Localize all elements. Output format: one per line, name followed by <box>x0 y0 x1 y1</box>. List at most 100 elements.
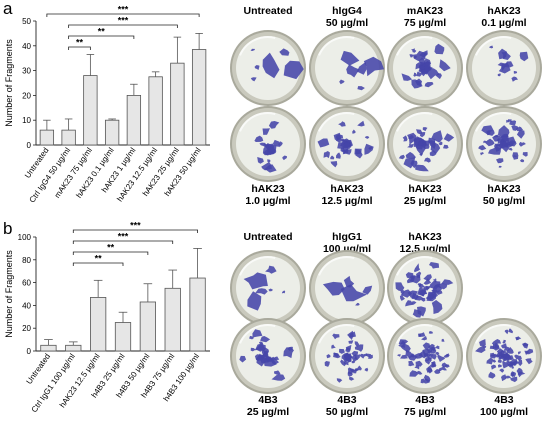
cell-sheet-fragment <box>504 329 509 335</box>
well-glare <box>396 324 433 344</box>
cell-sheet-fragment <box>516 367 523 376</box>
cell-sheet-fragment <box>427 356 433 360</box>
cell-sheet-fragment <box>338 121 346 127</box>
cell-sheet-fragment <box>488 371 496 379</box>
cell-sheet-fragment <box>339 348 345 354</box>
bar <box>65 344 82 352</box>
cell-sheet-fragment <box>352 369 358 374</box>
bar <box>83 75 98 146</box>
cell-sheet-fragment <box>363 56 385 77</box>
cell-sheet-fragment <box>347 330 354 340</box>
cell-sheet-fragment <box>418 141 423 147</box>
cell-sheet-fragment <box>354 344 364 352</box>
well-glare <box>239 324 276 344</box>
bar <box>164 287 181 352</box>
well-glare <box>239 256 276 276</box>
y-tick-label: 30 <box>22 67 31 76</box>
cell-sheet-fragment <box>252 329 263 338</box>
cell-sheet-fragment <box>243 272 268 290</box>
cell-sheet-fragment <box>429 262 440 269</box>
well-image <box>230 30 306 106</box>
cell-sheet-fragment <box>491 339 502 347</box>
cell-sheet-fragment <box>441 338 445 342</box>
cell-sheet-fragment <box>512 155 519 160</box>
well-glare <box>318 324 355 344</box>
cell-sheet-fragment <box>413 263 421 273</box>
cell-sheet-fragment <box>336 378 343 383</box>
cell-sheet-fragment <box>502 339 506 344</box>
cell-sheet-fragment <box>506 346 514 354</box>
well-glare <box>318 256 355 276</box>
cell-sheet-fragment <box>254 135 264 142</box>
well-label-line1: 4B3 <box>258 394 277 406</box>
well-image <box>466 30 542 106</box>
well-label-line1: 4B3 <box>337 394 356 406</box>
cell-sheet-fragment <box>354 341 360 347</box>
y-tick-label: 80 <box>22 256 31 265</box>
cell-sheet-fragment <box>364 367 369 372</box>
cell-sheet-fragment <box>351 350 359 357</box>
cell-sheet-fragment <box>435 73 442 80</box>
cell-sheet-fragment <box>249 335 254 340</box>
cell-sheet-fragment <box>265 265 277 274</box>
cell-sheet-fragment <box>415 78 422 87</box>
cell-sheet-fragment <box>332 333 340 340</box>
cell-sheet-fragment <box>423 278 432 285</box>
cell-sheet-fragment <box>422 142 427 146</box>
cell-sheet-fragment <box>423 274 432 282</box>
bar <box>189 277 206 352</box>
cell-sheet-fragment <box>441 362 449 368</box>
well-label-line2: 0.1 µg/ml <box>481 17 526 29</box>
cell-sheet-fragment <box>478 145 487 151</box>
bar <box>191 49 207 146</box>
cell-sheet-fragment <box>317 138 330 148</box>
well-image <box>309 250 385 326</box>
cell-sheet-fragment <box>256 354 267 367</box>
bar <box>170 62 185 146</box>
cell-sheet-fragment <box>250 347 257 352</box>
cell-sheet-fragment <box>414 364 420 370</box>
well-image <box>309 106 385 182</box>
cell-sheet-fragment <box>503 346 510 351</box>
cell-sheet-fragment <box>272 356 280 361</box>
cell-sheet-fragment <box>283 347 294 359</box>
cell-sheet-fragment <box>522 343 529 349</box>
significance-label: *** <box>130 221 141 231</box>
cell-sheet-fragment <box>522 152 528 157</box>
cell-sheet-fragment <box>263 144 270 148</box>
y-tick-label: 20 <box>22 91 31 100</box>
cell-sheet-fragment <box>351 354 358 363</box>
significance-bracket <box>68 24 178 28</box>
well-image <box>466 106 542 182</box>
cell-sheet-fragment <box>424 359 431 365</box>
cell-sheet-fragment <box>247 291 262 311</box>
y-tick-label: 40 <box>22 42 31 51</box>
cell-sheet-fragment <box>405 151 416 159</box>
cell-sheet-fragment <box>330 161 338 168</box>
cell-sheet-fragment <box>399 295 405 301</box>
cell-sheet-fragment <box>426 291 436 302</box>
cell-sheet-fragment <box>395 282 405 292</box>
cell-sheet-fragment <box>355 302 360 306</box>
cell-sheet-fragment <box>415 164 429 172</box>
cell-sheet-fragment <box>343 142 352 150</box>
cell-sheet-fragment <box>505 353 512 360</box>
cell-sheet-fragment <box>424 82 434 88</box>
cell-sheet-fragment <box>501 374 507 382</box>
well-label-line2: 50 µg/ml <box>326 406 368 418</box>
cell-sheet-fragment <box>323 151 330 159</box>
cell-sheet-fragment <box>405 300 414 307</box>
y-tick-label: 10 <box>22 116 31 125</box>
cell-sheet-fragment <box>259 142 266 147</box>
bar <box>40 344 57 352</box>
cell-sheet-fragment <box>352 129 356 134</box>
cell-sheet-fragment <box>420 378 425 384</box>
well-glare <box>318 36 355 56</box>
cell-sheet-fragment <box>368 146 373 151</box>
well-image <box>387 250 463 326</box>
cell-sheet-fragment <box>400 290 405 295</box>
cell-sheet-fragment <box>506 360 510 364</box>
cell-sheet-fragment <box>498 48 507 60</box>
cell-sheet-fragment <box>356 365 362 371</box>
